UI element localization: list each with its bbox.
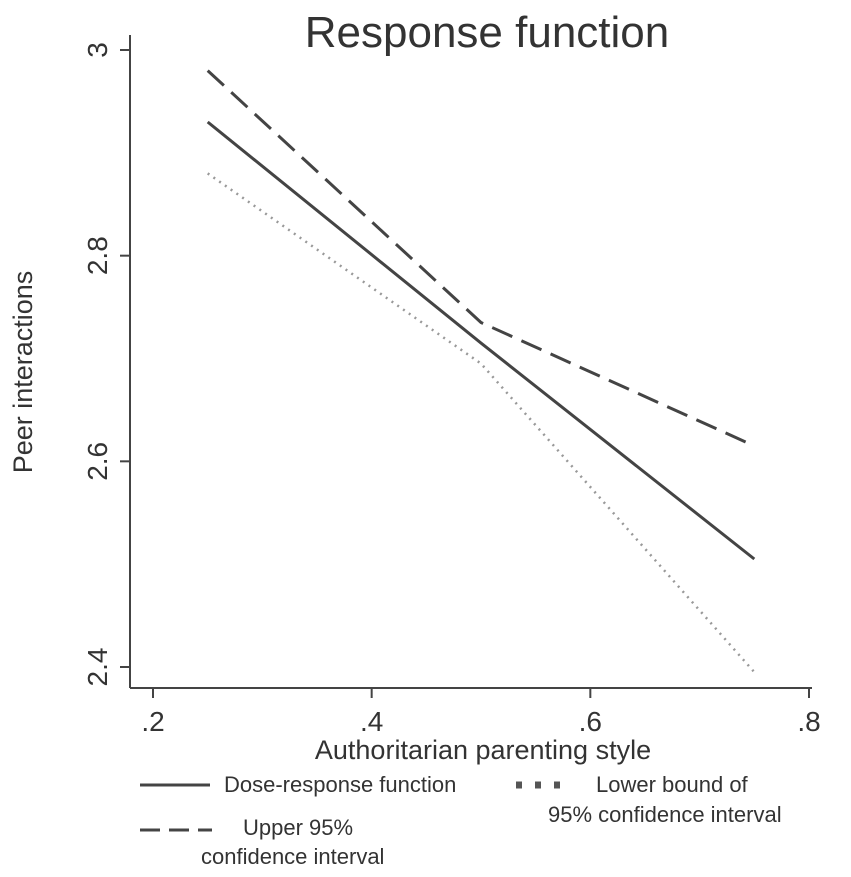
- series-lines: [206, 69, 756, 673]
- legend: Dose-response function Lower bound of 95…: [140, 772, 782, 869]
- legend-label-lower-line2: 95% confidence interval: [548, 802, 782, 827]
- y-tick-label: 3: [82, 42, 113, 58]
- y-tick-label: 2.8: [82, 236, 113, 275]
- x-axis-ticks: .2 .4 .6 .8: [141, 688, 821, 737]
- x-tick-label: .8: [797, 706, 820, 737]
- series-line-lower: [206, 172, 756, 673]
- y-axis-label: Peer interactions: [8, 271, 38, 474]
- x-tick-label: .4: [360, 706, 383, 737]
- legend-label-dose: Dose-response function: [224, 772, 456, 797]
- series-line-upper: [206, 69, 755, 448]
- y-axis-ticks: 2.4 2.6 2.8 3: [82, 42, 130, 686]
- y-tick-label: 2.6: [82, 442, 113, 481]
- chart-title: Response function: [305, 8, 669, 57]
- x-axis-label: Authoritarian parenting style: [315, 735, 651, 765]
- x-tick-label: .2: [141, 706, 164, 737]
- legend-label-upper-line1: Upper 95%: [243, 815, 353, 840]
- y-tick-label: 2.4: [82, 648, 113, 687]
- legend-label-lower-line1: Lower bound of: [596, 772, 749, 797]
- series-line-dose: [206, 120, 756, 561]
- x-tick-label: .6: [579, 706, 602, 737]
- legend-label-upper-line2: confidence interval: [201, 844, 384, 869]
